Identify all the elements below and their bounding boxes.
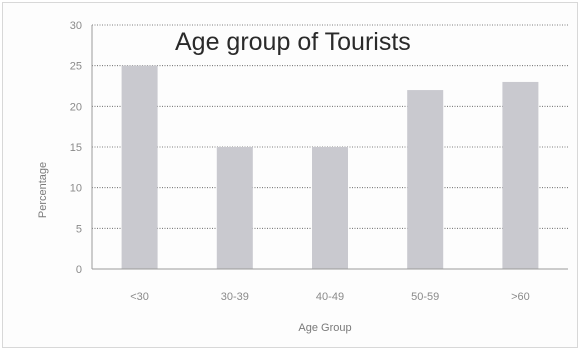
- y-tick-label: 15: [70, 142, 82, 154]
- bar: [121, 65, 158, 270]
- y-tick-label: 30: [70, 20, 82, 32]
- y-tick-labels: 0 5 10 15 20 25 30: [70, 20, 82, 276]
- x-tick-label: 40-49: [316, 291, 344, 303]
- y-tick-label: 10: [70, 183, 82, 195]
- y-tick-label: 0: [76, 264, 82, 276]
- x-tick-label: 30-39: [221, 291, 249, 303]
- x-tick-labels: <30 30-39 40-49 50-59 >60: [130, 291, 529, 303]
- x-axis-label: Age Group: [298, 322, 351, 334]
- chart-frame: [2, 2, 578, 348]
- chart-title: Age group of Tourists: [175, 28, 411, 56]
- bar: [312, 147, 348, 269]
- y-axis-label: Percentage: [37, 162, 49, 218]
- y-tick-label: 25: [70, 61, 82, 73]
- x-tick-label: 50-59: [411, 291, 439, 303]
- x-tick-label: <30: [130, 291, 149, 303]
- bar: [502, 81, 539, 269]
- bars: [121, 65, 539, 270]
- bar: [407, 90, 444, 269]
- bar: [216, 147, 253, 269]
- x-tick-label: >60: [511, 291, 530, 303]
- y-tick-label: 5: [76, 223, 82, 235]
- y-tick-label: 20: [70, 101, 82, 113]
